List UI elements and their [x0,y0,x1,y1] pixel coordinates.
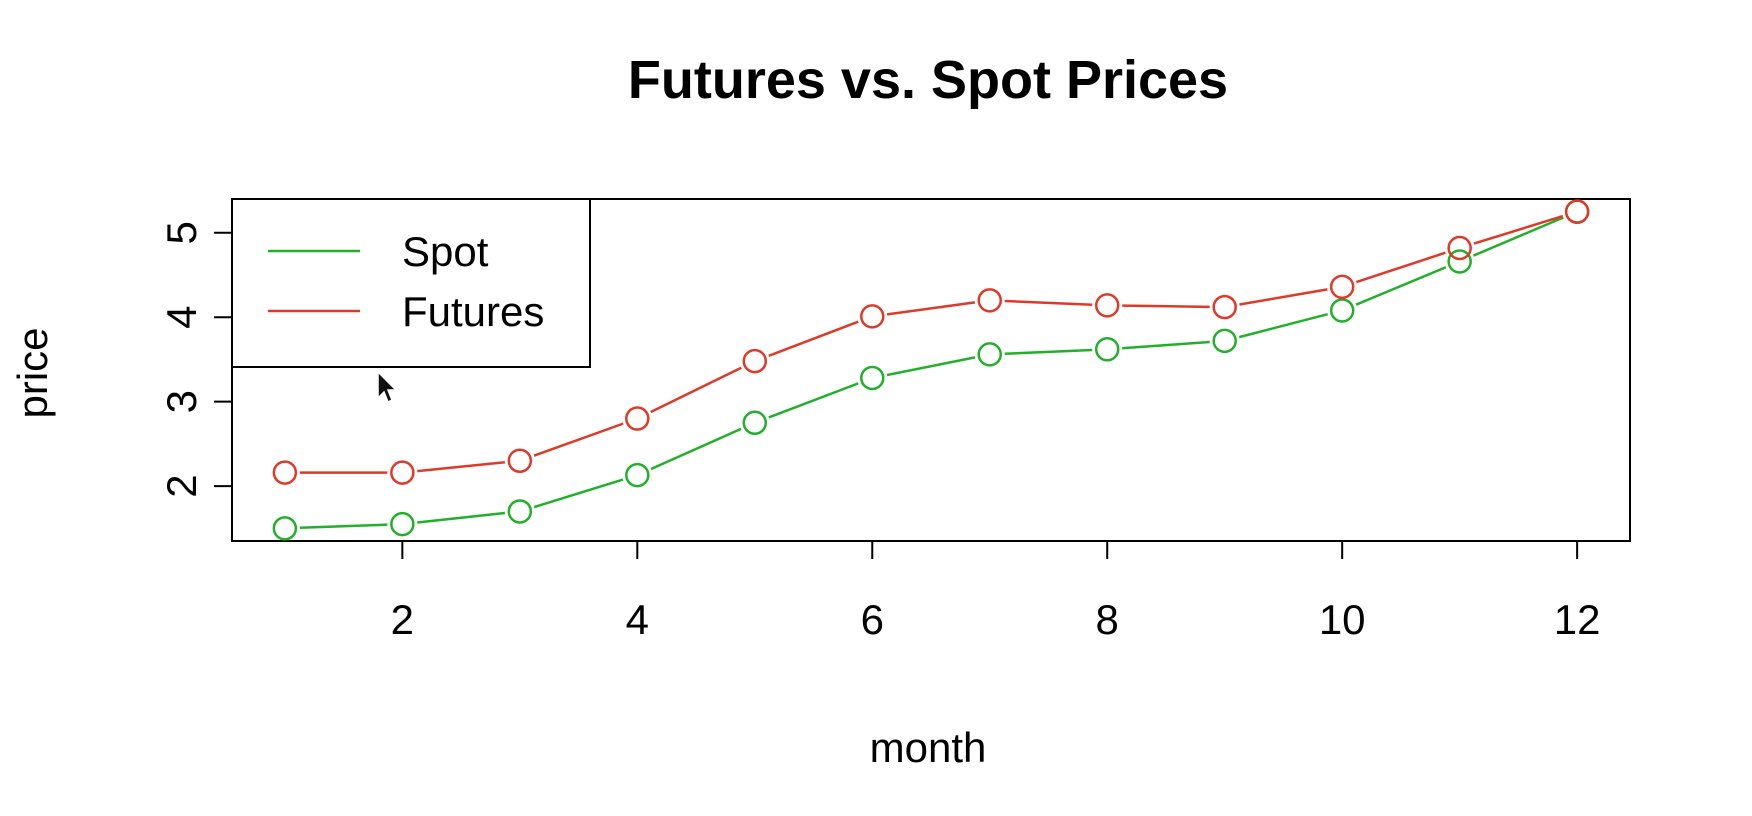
y-tick-label: 3 [158,390,205,413]
data-point-futures [272,460,298,485]
data-point-futures [742,348,768,374]
legend: Spot Futures [231,198,591,368]
y-axis: 2 3 4 5 [158,221,232,498]
legend-box [231,198,591,368]
series-segment-spot [1355,266,1447,306]
data-point-spot [390,511,415,537]
data-point-futures [390,460,415,485]
x-axis: 2 4 6 8 10 12 [391,541,1601,643]
series-segment-spot [1004,348,1093,355]
series-segment-spot [417,511,506,524]
data-point-spot [1447,249,1472,274]
data-point-spot [860,365,885,391]
data-point-futures [1094,293,1120,318]
x-tick-label: 8 [1096,596,1119,643]
data-point-spot [625,462,650,488]
x-tick-label: 4 [626,596,649,643]
data-point-spot [507,499,533,524]
data-point-spot [742,410,768,436]
series-futures [272,199,1590,485]
x-tick-label: 6 [861,596,884,643]
series-segment-futures [1356,251,1446,284]
series-segment-spot [1122,340,1210,350]
x-tick-label: 2 [391,596,414,643]
chart-title: Futures vs. Spot Prices [628,50,1228,110]
data-point-futures [625,406,650,431]
data-point-futures [1564,199,1590,224]
series-segment-futures [1004,299,1093,307]
series-segment-spot [768,382,859,419]
data-point-spot [977,342,1002,367]
series-segment-futures [417,461,506,473]
data-point-futures [977,288,1002,313]
series-segment-futures [533,422,624,457]
legend-label-spot: Spot [402,228,489,275]
series-segment-futures [768,320,859,357]
y-tick-label: 2 [158,474,205,497]
y-axis-label: price [9,327,56,418]
x-axis-label: month [870,724,987,771]
x-tick-label: 12 [1554,596,1601,643]
y-tick-label: 5 [158,221,205,244]
data-point-spot [1094,337,1120,362]
series-segment-spot [533,478,624,509]
series-segment-futures [1122,304,1210,309]
data-point-futures [860,304,885,329]
series-segment-spot [650,427,742,471]
series-segment-spot [1238,313,1328,339]
series-segment-spot [886,356,976,377]
series-segment-futures [886,301,976,316]
data-point-futures [507,448,533,474]
series-segment-futures [1239,288,1328,306]
series-segment-spot [299,523,388,530]
series-layer [272,199,1590,541]
legend-label-futures: Futures [402,288,544,335]
series-segment-futures [650,366,742,414]
arrow-cursor-icon [377,370,398,404]
data-point-spot [1329,298,1355,323]
data-point-spot [1212,328,1237,354]
series-segment-spot [1472,216,1564,257]
series-segment-futures [1473,214,1564,245]
plot-frame [231,198,1631,542]
data-point-futures [1329,274,1355,300]
data-point-spot [272,516,298,541]
data-point-futures [1447,235,1472,261]
y-tick-label: 4 [158,306,205,329]
data-point-futures [1212,294,1237,320]
x-tick-label: 10 [1319,596,1366,643]
